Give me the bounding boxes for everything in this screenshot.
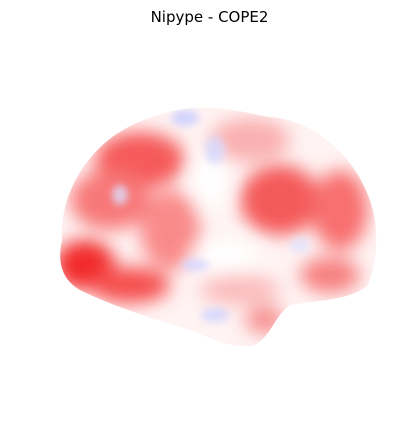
title: Nipype - COPE2 [150, 8, 269, 26]
brain-surface [60, 107, 377, 347]
